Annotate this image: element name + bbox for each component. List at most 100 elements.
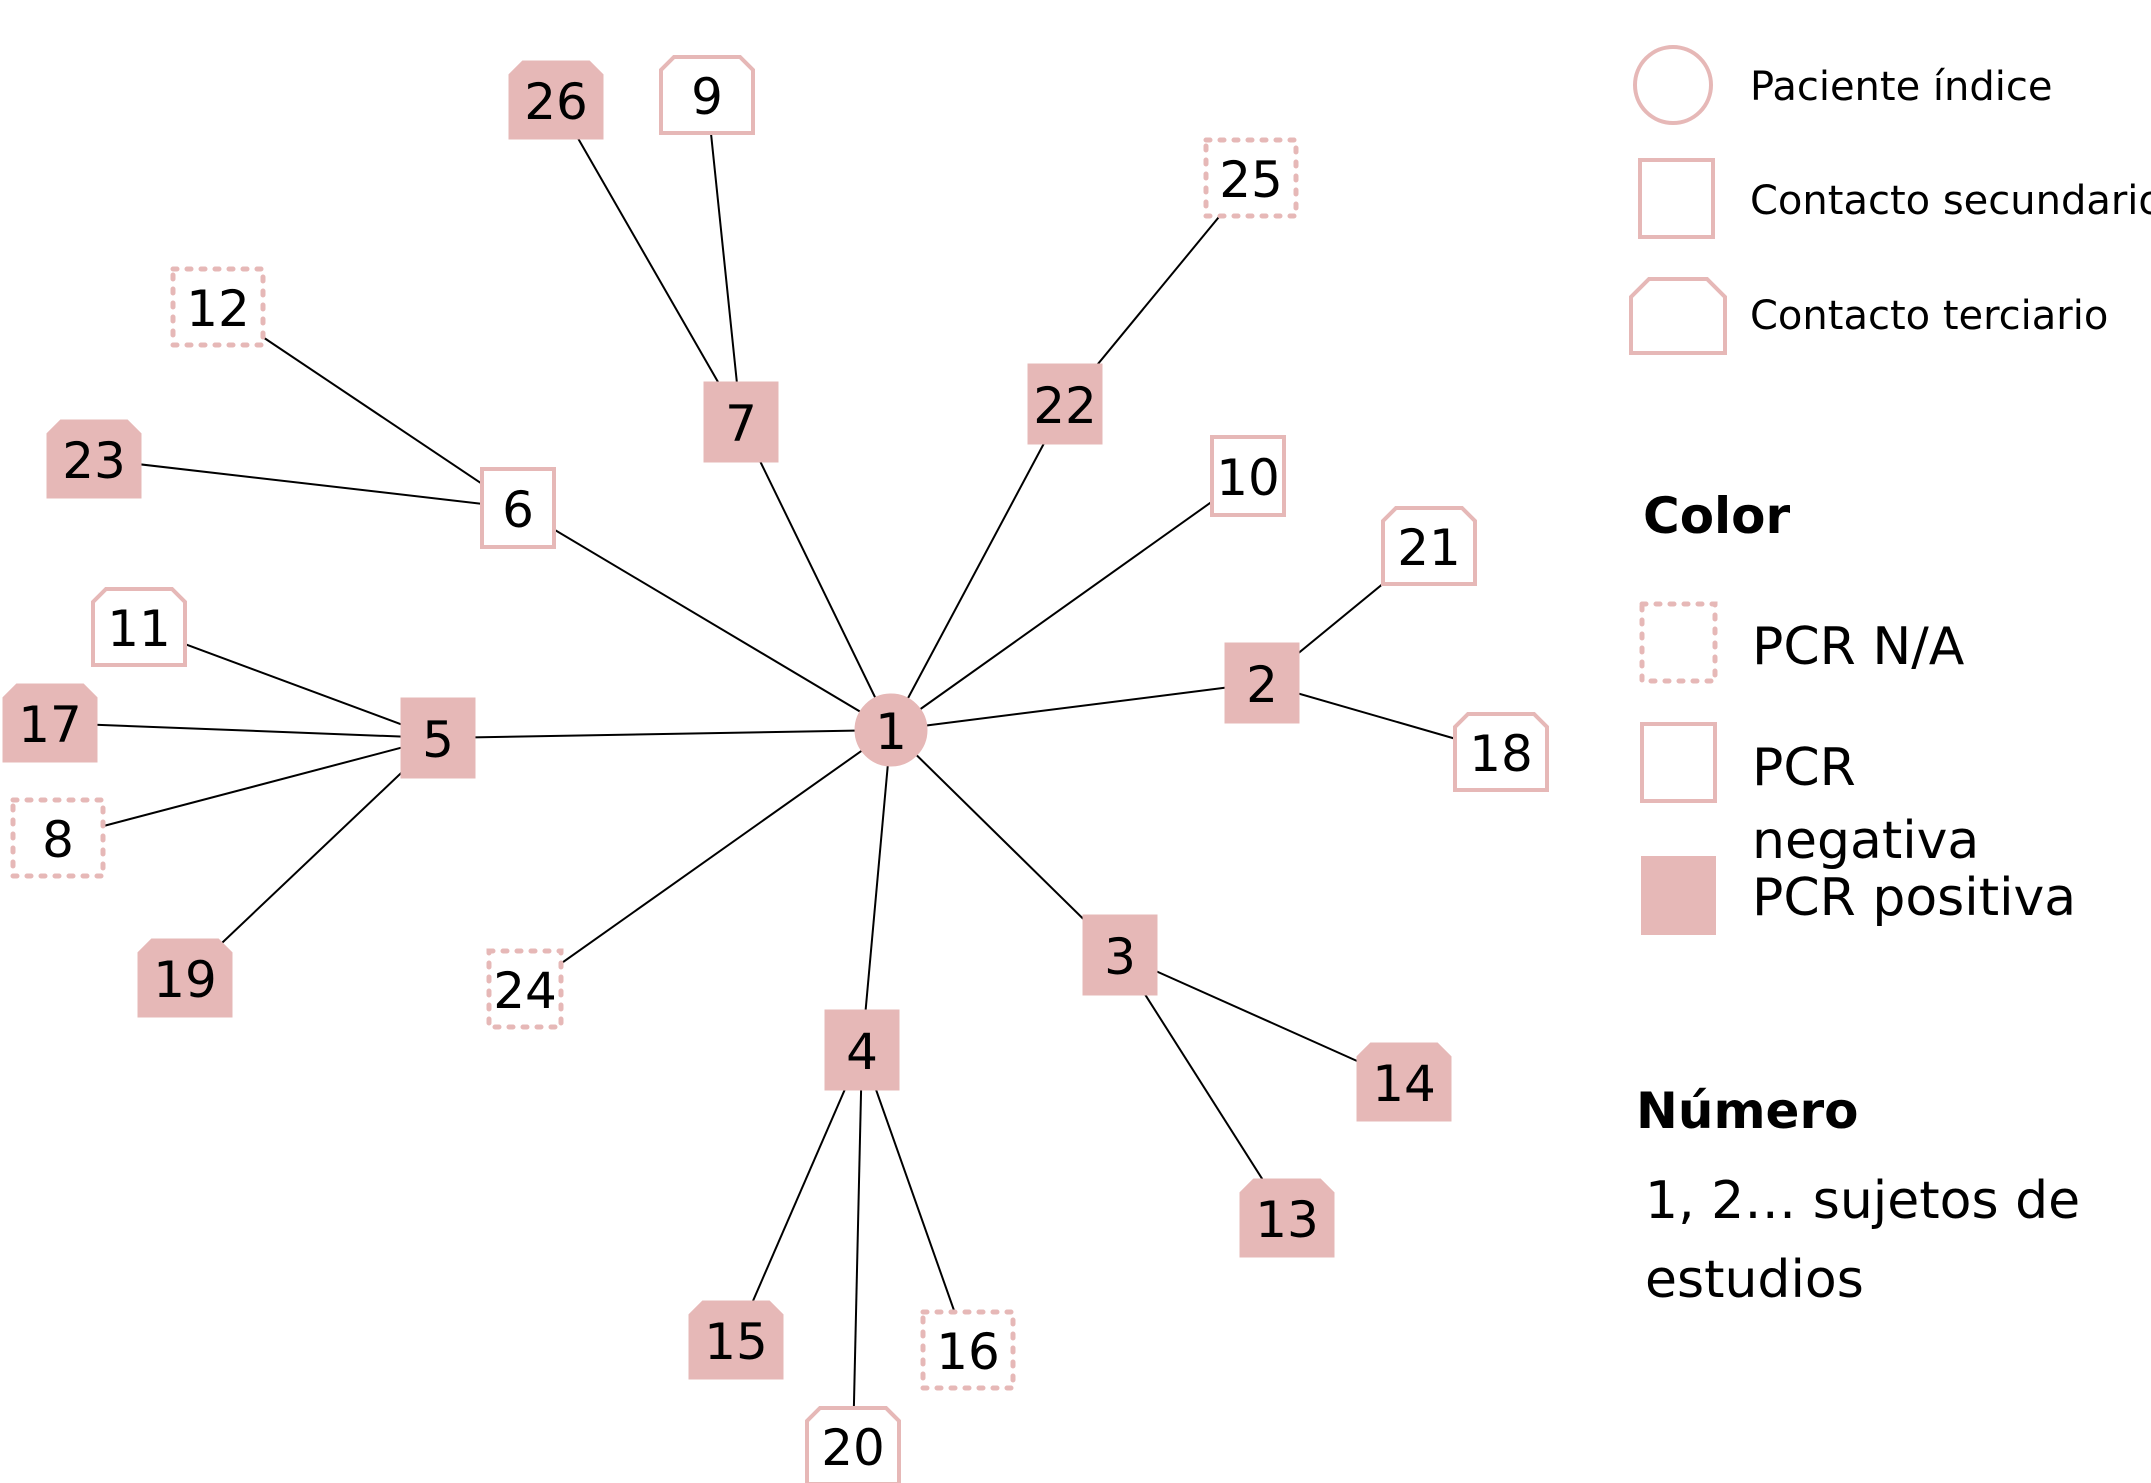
node-14-label: 14 xyxy=(1372,1055,1436,1113)
node-4-square xyxy=(824,1009,900,1091)
edge-1-5 xyxy=(437,729,892,739)
edge-1-22 xyxy=(890,403,1066,731)
legend-negative-label-line1: PCR xyxy=(1752,738,1856,798)
node-20-octagon xyxy=(805,1406,901,1483)
edge-1-3 xyxy=(890,729,1121,956)
edge-5-17 xyxy=(49,722,439,739)
node-12: 12 xyxy=(170,266,266,348)
node-2-label: 2 xyxy=(1246,656,1278,714)
node-7-square xyxy=(703,381,779,463)
node-26-label: 26 xyxy=(524,73,588,131)
node-19: 19 xyxy=(137,938,233,1018)
node-3-label: 3 xyxy=(1104,928,1136,986)
edge-4-15 xyxy=(735,1049,863,1341)
node-26: 26 xyxy=(508,60,604,140)
edge-5-11 xyxy=(138,626,439,739)
node-2-square xyxy=(1224,642,1300,724)
edge-4-20 xyxy=(852,1049,863,1447)
node-8-label: 8 xyxy=(42,811,74,869)
legend-positive-filled-square-icon xyxy=(1641,856,1716,935)
node-23-label: 23 xyxy=(62,432,126,490)
node-18: 18 xyxy=(1453,712,1549,792)
node-9-octagon xyxy=(659,55,755,135)
node-7-label: 7 xyxy=(725,395,757,453)
edge-7-9 xyxy=(706,94,742,423)
node-23-octagon xyxy=(46,419,142,499)
node-4: 4 xyxy=(824,1009,900,1091)
node-22-square xyxy=(1027,363,1103,445)
legend-index-circle-icon xyxy=(1633,45,1713,125)
node-11-label: 11 xyxy=(107,600,171,658)
node-12-square xyxy=(170,266,266,348)
node-25-square xyxy=(1203,137,1299,219)
node-24-label: 24 xyxy=(493,962,557,1020)
node-19-label: 19 xyxy=(153,951,217,1009)
legend-negative-label-line2: negativa xyxy=(1752,811,1979,871)
legend-secondary-label: Contacto secundario xyxy=(1750,178,2151,224)
legend-color-title: Color xyxy=(1643,487,1791,545)
node-10-label: 10 xyxy=(1216,449,1280,507)
edge-1-10 xyxy=(890,475,1249,731)
node-3: 3 xyxy=(1082,914,1158,996)
node-13: 13 xyxy=(1239,1178,1335,1258)
node-16-square xyxy=(920,1309,1016,1391)
node-6: 6 xyxy=(480,467,556,549)
node-26-octagon xyxy=(508,60,604,140)
edge-1-7 xyxy=(740,421,892,731)
node-20: 20 xyxy=(805,1406,901,1483)
node-2: 2 xyxy=(1224,642,1300,724)
node-21: 21 xyxy=(1381,506,1477,586)
edge-1-4 xyxy=(861,729,892,1051)
node-6-label: 6 xyxy=(502,481,534,539)
node-4-label: 4 xyxy=(846,1023,878,1081)
edge-6-12 xyxy=(217,306,519,509)
edge-1-24 xyxy=(524,729,892,990)
legend-number-title: Número xyxy=(1636,1082,1858,1140)
node-11: 11 xyxy=(91,587,187,667)
node-19-octagon xyxy=(137,938,233,1018)
node-23: 23 xyxy=(46,419,142,499)
node-25: 25 xyxy=(1203,137,1299,219)
edge-1-2 xyxy=(890,682,1263,731)
node-22-label: 22 xyxy=(1033,377,1097,435)
node-18-label: 18 xyxy=(1469,725,1533,783)
node-20-label: 20 xyxy=(821,1419,885,1477)
node-9-label: 9 xyxy=(691,68,723,126)
legend-positive-label: PCR positiva xyxy=(1752,868,2076,928)
node-17-octagon xyxy=(2,683,98,763)
node-25-label: 25 xyxy=(1219,151,1283,209)
node-16-label: 16 xyxy=(936,1323,1000,1381)
node-13-label: 13 xyxy=(1255,1191,1319,1249)
node-15-octagon xyxy=(688,1300,784,1380)
node-13-octagon xyxy=(1239,1178,1335,1258)
legend-tertiary-label: Contacto terciario xyxy=(1750,293,2108,339)
node-1-label: 1 xyxy=(875,703,907,761)
node-5-square xyxy=(400,697,476,779)
legend-index-label: Paciente índice xyxy=(1750,64,2052,110)
edge-4-16 xyxy=(861,1049,969,1351)
node-1: 1 xyxy=(854,693,928,767)
node-10: 10 xyxy=(1210,435,1286,517)
node-3-square xyxy=(1082,914,1158,996)
edge-3-13 xyxy=(1119,954,1288,1219)
legend-negative-square-icon xyxy=(1640,722,1717,803)
legend: Paciente índice Contacto secundario Cont… xyxy=(1629,45,2151,1310)
node-14: 14 xyxy=(1356,1042,1452,1122)
node-9: 9 xyxy=(659,55,755,135)
node-10-square xyxy=(1210,435,1286,517)
node-1-circle xyxy=(854,693,928,767)
node-18-octagon xyxy=(1453,712,1549,792)
edge-6-23 xyxy=(93,458,519,509)
legend-na-dotted-square-icon xyxy=(1639,601,1718,684)
node-12-label: 12 xyxy=(186,280,250,338)
node-21-label: 21 xyxy=(1397,519,1461,577)
node-24: 24 xyxy=(486,948,564,1030)
node-17: 17 xyxy=(2,683,98,763)
edge-7-26 xyxy=(555,99,742,423)
node-11-octagon xyxy=(91,587,187,667)
edge-5-8 xyxy=(57,737,439,839)
node-5: 5 xyxy=(400,697,476,779)
legend-secondary-square-icon xyxy=(1638,158,1715,239)
